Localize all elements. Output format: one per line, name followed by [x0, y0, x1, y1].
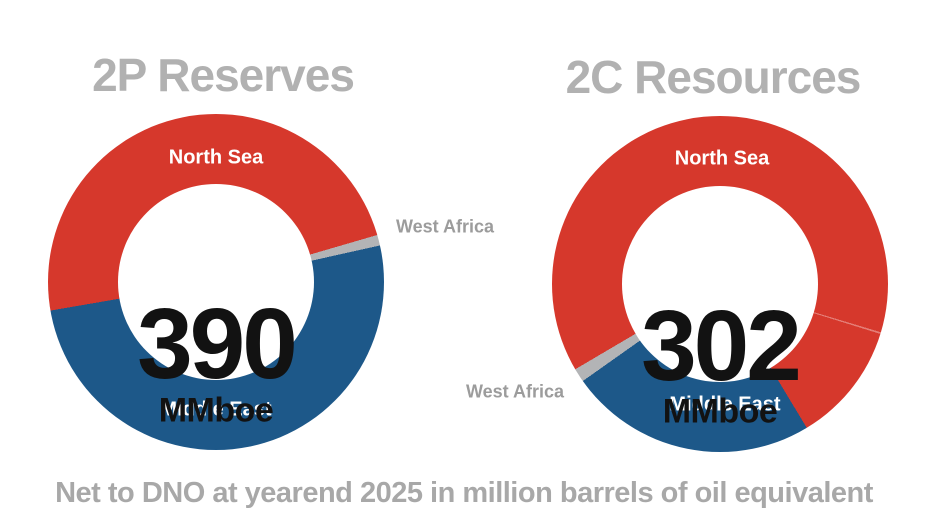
donut-chart-2c-resources: North Sea Middle East 302 MMboe	[552, 116, 888, 452]
footnote-caption: Net to DNO at yearend 2025 in million ba…	[55, 477, 873, 509]
center-unit: MMboe	[158, 391, 274, 430]
segment-label-west-africa: West Africa	[395, 216, 495, 237]
donut-center-hole: 302 MMboe	[622, 186, 818, 429]
center-value: 302	[641, 290, 802, 402]
segment-label-west-africa: West Africa	[465, 381, 565, 402]
chart-title-2c-resources: 2C Resources	[565, 51, 862, 103]
segment-label-north-sea: North Sea	[674, 147, 770, 170]
donut-center-hole: 390 MMboe	[118, 184, 314, 428]
segment-label-middle-east: Middle East	[669, 393, 781, 416]
segment-label-middle-east: Middle East	[160, 398, 272, 421]
donut-chart-2p-reserves: North Sea Middle East 390 MMboe	[48, 114, 384, 450]
chart-title-2p-reserves: 2P Reserves	[92, 49, 355, 101]
center-unit: MMboe	[662, 392, 778, 431]
center-value: 390	[137, 288, 298, 400]
segment-label-north-sea: North Sea	[168, 146, 264, 169]
